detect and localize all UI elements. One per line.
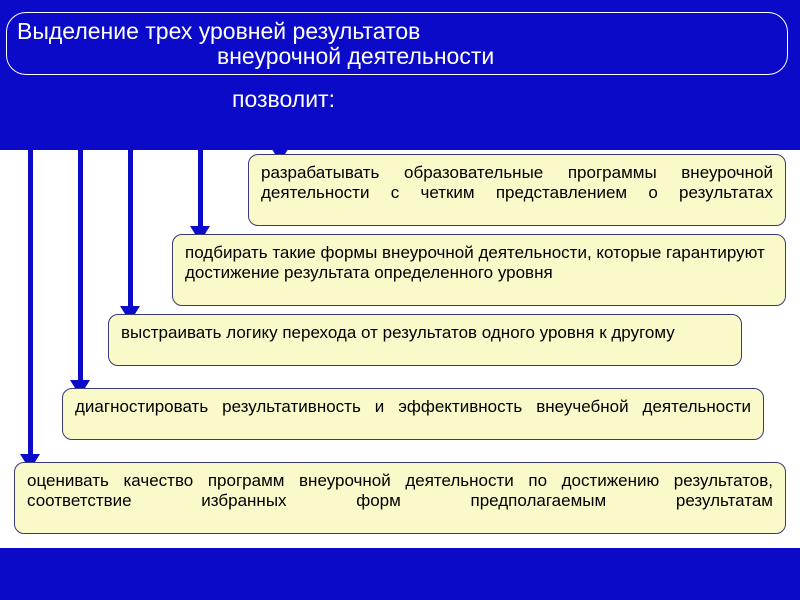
arrow-line <box>28 120 33 454</box>
header-line2: внеурочной деятельности <box>17 44 777 69</box>
header-line1: Выделение трех уровней результатов <box>17 19 777 44</box>
arrow-line <box>128 120 133 306</box>
header-line3: позволит: <box>232 86 335 113</box>
footer-band <box>0 548 800 600</box>
content-box: подбирать такие формы внеурочной деятель… <box>172 234 786 306</box>
content-box-text: диагностировать результативность и эффек… <box>75 397 751 416</box>
content-box-text: разрабатывать образовательные программы … <box>261 163 773 202</box>
arrow-line <box>278 120 283 146</box>
header-box: Выделение трех уровней результатов внеур… <box>6 12 788 75</box>
content-box: диагностировать результативность и эффек… <box>62 388 764 440</box>
content-box: выстраивать логику перехода от результат… <box>108 314 742 366</box>
content-box-text: выстраивать логику перехода от результат… <box>121 323 675 342</box>
slide-canvas: Выделение трех уровней результатов внеур… <box>0 0 800 600</box>
content-box: разрабатывать образовательные программы … <box>248 154 786 226</box>
arrow-line <box>78 120 83 380</box>
content-box: оценивать качество программ внеурочной д… <box>14 462 786 534</box>
content-box-text: подбирать такие формы внеурочной деятель… <box>185 243 765 282</box>
arrow-line <box>198 120 203 226</box>
content-box-text: оценивать качество программ внеурочной д… <box>27 471 773 510</box>
